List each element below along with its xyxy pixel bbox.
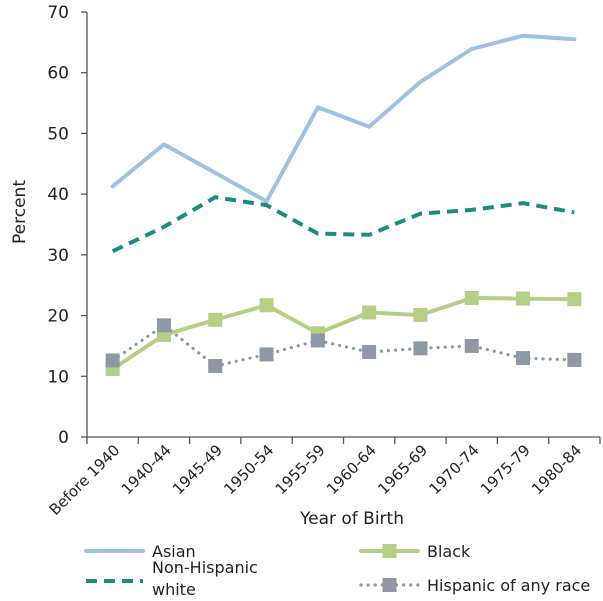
axes [86,12,600,438]
x-tick-label: 1965-69 [374,441,431,498]
x-tick-label: 1945-49 [169,441,226,498]
legend-item-black: Black [359,542,471,561]
data-point [208,358,223,373]
legend-item-hispanic-of-any-race: Hispanic of any race [359,576,590,595]
y-tick-label: 0 [58,428,69,448]
x-axis-ticks: Before 19401940-441945-491950-541955-591… [46,437,601,519]
legend-label: Hispanic of any race [427,576,590,595]
data-point [259,298,274,313]
series-non-hispanic-white [111,195,575,254]
data-point [259,347,274,362]
series-line-non-hispanic-white [111,195,575,254]
y-tick-label: 20 [47,307,69,327]
x-tick-label: Before 1940 [46,441,124,519]
data-point [567,292,582,307]
legend-marker [382,544,397,558]
x-tick-label: 1960-64 [323,441,380,498]
legend-item-asian: Asian [84,542,196,561]
x-tick-label: 1980-84 [528,441,585,498]
series-asian [110,33,577,204]
y-axis-ticks: 0 10 20 30 40 50 60 70 [47,3,87,448]
x-tick-label: 1955-59 [272,441,329,498]
y-tick-label: 10 [47,367,69,387]
x-tick-label: 1940-44 [118,441,175,498]
y-tick-label: 50 [47,124,69,144]
data-point [464,338,479,353]
y-tick-label: 30 [47,246,69,266]
series-hispanic-of-any-race [105,318,582,373]
data-point [567,352,582,367]
data-point [464,290,479,305]
y-tick-label: 60 [47,64,69,84]
series-group [105,33,582,376]
data-point [105,353,120,368]
y-axis-title: Percent [10,180,30,244]
data-point [413,341,428,356]
data-point [516,351,531,366]
legend-item-non-hispanic-white: Non-Hispanic white [86,558,258,599]
data-point [516,291,531,306]
legend-label: Black [427,542,471,561]
data-point [310,333,325,348]
legend-label: Asian [152,542,196,561]
data-point [362,345,377,359]
legend-marker [382,578,397,592]
series-line-black [110,296,577,371]
data-point [156,318,171,333]
x-tick-label: 1970-74 [426,441,483,498]
series-line-asian [110,33,577,204]
data-point [413,307,428,322]
legend-label: Non-Hispanic white [152,558,258,599]
data-point [362,305,377,320]
x-tick-label: 1975-79 [477,441,534,498]
series-black [105,290,582,376]
x-axis-title: Year of Birth [299,509,404,529]
data-point [208,312,223,327]
x-tick-label: 1950-54 [220,441,277,498]
y-tick-label: 70 [47,3,69,23]
y-tick-label: 40 [47,185,69,205]
